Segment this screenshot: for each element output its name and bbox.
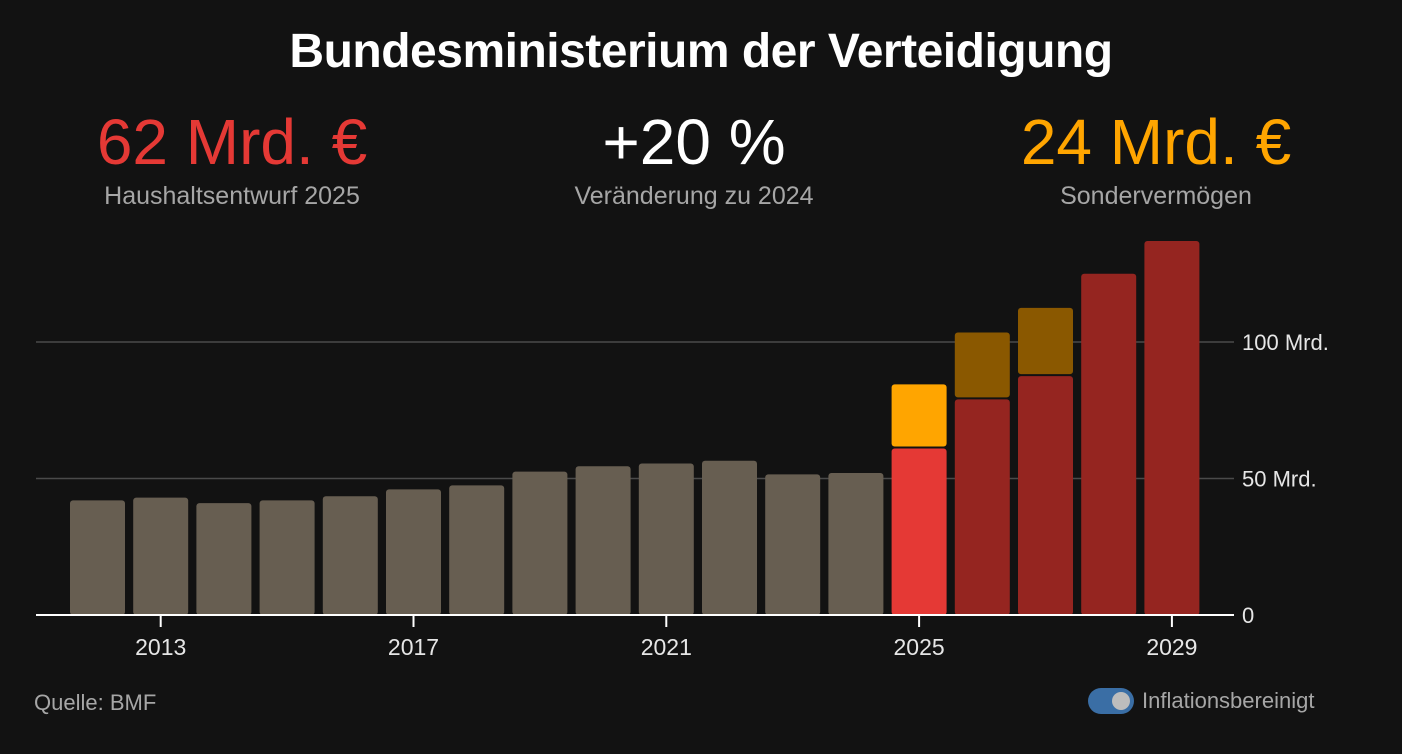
bar-2018 — [449, 485, 505, 615]
bar-special-2025 — [891, 384, 947, 447]
bar-2023 — [765, 474, 821, 615]
source-note: Quelle: BMF — [34, 690, 157, 715]
bar-2026 — [954, 399, 1010, 615]
y-tick-label: 50 Mrd. — [1242, 467, 1317, 492]
x-tick-label: 2029 — [1146, 634, 1197, 660]
inflation-toggle[interactable] — [1088, 688, 1134, 714]
bar-2016 — [322, 496, 378, 615]
bar-2019 — [512, 471, 568, 615]
x-tick-label: 2025 — [894, 634, 945, 660]
kpi-change-label: Veränderung zu 2024 — [574, 182, 814, 210]
kpi-change: +20 % Veränderung zu 2024 — [484, 104, 904, 211]
kpi-budget: 62 Mrd. € Haushaltsentwurf 2025 — [22, 104, 442, 211]
bar-chart: 0 50 Mrd. 100 Mrd. 2013 2017 2021 2025 2029 — [36, 240, 1329, 660]
x-tick-label: 2013 — [135, 634, 186, 660]
kpi-special-fund-label: Sondervermögen — [1060, 182, 1252, 210]
bar-2029 — [1144, 240, 1200, 616]
kpi-special-fund-value: 24 Mrd. € — [1020, 106, 1292, 178]
bar-2027 — [1018, 376, 1073, 615]
bar-2028 — [1081, 273, 1137, 615]
bar-2014 — [196, 503, 252, 615]
kpi-special-fund: 24 Mrd. € Sondervermögen — [946, 104, 1366, 211]
bar-2015 — [259, 500, 315, 615]
kpi-change-value: +20 % — [602, 106, 786, 178]
bar-special-2027 — [1018, 307, 1073, 375]
bar-2025 — [891, 448, 947, 615]
toggle-knob — [1112, 692, 1130, 710]
bar-2022 — [702, 460, 757, 615]
page-title: Bundesministerium der Verteidigung — [289, 25, 1113, 78]
x-tick-label: 2017 — [388, 634, 439, 660]
bar-special-2026 — [954, 332, 1010, 398]
x-tick-label: 2021 — [641, 634, 692, 660]
bar-2017 — [386, 489, 441, 615]
bar-2024 — [828, 473, 884, 615]
inflation-toggle-label[interactable]: Inflationsbereinigt — [1142, 688, 1315, 713]
bar-2013 — [133, 497, 189, 615]
y-tick-label: 0 — [1242, 603, 1254, 628]
kpi-budget-value: 62 Mrd. € — [96, 106, 368, 178]
bar-2021 — [638, 463, 694, 615]
inflation-toggle-group[interactable]: Inflationsbereinigt — [1088, 688, 1314, 714]
bar-2012 — [70, 500, 125, 615]
kpi-budget-label: Haushaltsentwurf 2025 — [104, 182, 360, 210]
y-tick-label: 100 Mrd. — [1242, 330, 1329, 355]
bar-2020 — [575, 466, 631, 615]
